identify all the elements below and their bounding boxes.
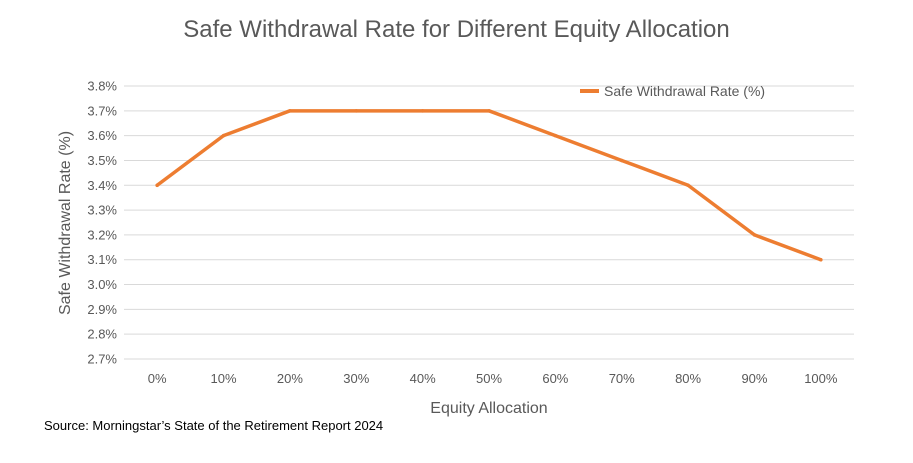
y-axis-title: Safe Withdrawal Rate (%) (57, 131, 74, 315)
y-tick-label: 3.4% (87, 178, 117, 193)
y-tick-label: 2.9% (87, 302, 117, 317)
x-tick-label: 0% (148, 371, 167, 386)
y-tick-label: 3.1% (87, 252, 117, 267)
y-tick-label: 3.5% (87, 153, 117, 168)
source-note: Source: Morningstar’s State of the Retir… (44, 418, 384, 433)
x-tick-label: 90% (741, 371, 767, 386)
y-axis-ticks: 2.7% 2.8% 2.9% 3.0% 3.1% 3.2% 3.3% 3.4% 3.5% 3.6%… (87, 79, 117, 367)
x-tick-label: 70% (609, 371, 635, 386)
y-tick-label: 2.8% (87, 327, 117, 342)
x-tick-label: 20% (277, 371, 303, 386)
x-tick-label: 10% (211, 371, 237, 386)
data-point (288, 109, 292, 113)
y-tick-label: 3.7% (87, 103, 117, 118)
data-point (553, 133, 558, 138)
y-tick-label: 3.0% (87, 277, 117, 292)
x-tick-label: 100% (804, 371, 838, 386)
y-tick-label: 3.3% (87, 203, 117, 218)
y-tick-label: 3.6% (87, 128, 117, 143)
series-layer (155, 109, 823, 262)
legend-label: Safe Withdrawal Rate (%) (604, 83, 765, 99)
chart-title: Safe Withdrawal Rate for Different Equit… (183, 16, 730, 43)
x-tick-label: 30% (343, 371, 369, 386)
x-tick-label: 60% (542, 371, 568, 386)
y-tick-label: 3.8% (87, 79, 117, 94)
x-tick-label: 80% (675, 371, 701, 386)
data-point (221, 133, 226, 138)
data-point (752, 233, 757, 237)
data-point (420, 109, 425, 113)
x-tick-label: 50% (476, 371, 502, 386)
x-tick-label: 40% (410, 371, 436, 386)
data-point (686, 183, 690, 188)
data-point (619, 158, 624, 163)
data-point (354, 109, 359, 113)
data-point (819, 257, 823, 262)
y-tick-label: 2.7% (87, 352, 117, 367)
legend: Safe Withdrawal Rate (%) (580, 83, 765, 99)
y-tick-label: 3.2% (87, 227, 117, 242)
x-axis-ticks: 0% 10% 20% 30% 40% 50% 60% 70% 80% 90% 100% (148, 371, 838, 386)
gridlines (124, 85, 854, 360)
x-axis-title: Equity Allocation (430, 400, 547, 417)
data-point (155, 183, 159, 188)
data-point (487, 109, 491, 113)
